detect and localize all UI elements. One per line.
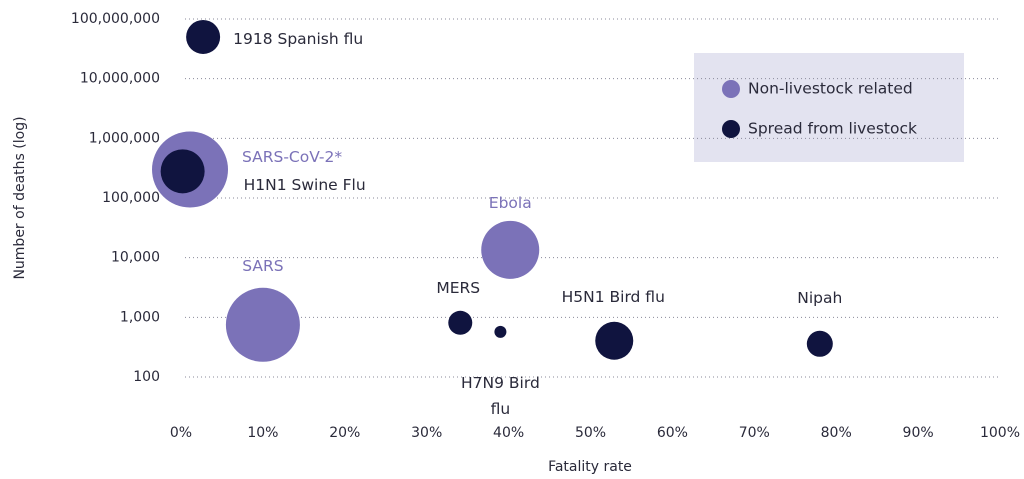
point-label: MERS — [436, 278, 481, 297]
point-label: H5N1 Bird flu — [561, 287, 665, 306]
bubble — [186, 19, 221, 54]
x-axis-title: Fatality rate — [548, 459, 632, 475]
point-label: H7N9 Bird flu — [461, 373, 540, 418]
legend-label: Non-livestock related — [748, 80, 913, 98]
x-tick-label: 80% — [821, 425, 852, 441]
bubble — [225, 287, 300, 362]
bubble — [481, 220, 540, 279]
point-label: SARS — [242, 256, 284, 275]
bubble — [595, 321, 634, 360]
legend-label: Spread from livestock — [748, 120, 917, 138]
legend-box — [694, 53, 964, 162]
x-tick-label: 90% — [903, 425, 934, 441]
x-tick-label: 60% — [657, 425, 688, 441]
y-tick-label: 1,000,000 — [89, 130, 160, 146]
y-tick-label: 10,000,000 — [80, 71, 160, 87]
x-tick-label: 30% — [411, 425, 442, 441]
legend-swatch — [722, 120, 740, 138]
x-tick-label: 0% — [170, 425, 192, 441]
y-tick-label: 1,000 — [120, 309, 160, 325]
point-label: Ebola — [488, 193, 532, 212]
y-tick-label: 100 — [133, 369, 160, 385]
bubble — [160, 149, 205, 194]
y-tick-label: 100,000 — [102, 190, 160, 206]
bubble — [494, 325, 507, 338]
bubble — [806, 330, 833, 357]
bubble — [448, 310, 473, 335]
x-tick-label: 70% — [739, 425, 770, 441]
x-tick-label: 100% — [980, 425, 1020, 441]
y-tick-label: 10,000 — [111, 250, 160, 266]
point-label: H1N1 Swine Flu — [243, 176, 366, 195]
y-tick-label: 100,000,000 — [71, 11, 160, 27]
legend-swatch — [722, 80, 740, 98]
point-label: Nipah — [797, 288, 843, 307]
x-tick-label: 50% — [575, 425, 606, 441]
x-tick-label: 20% — [329, 425, 360, 441]
x-tick-label: 10% — [247, 425, 278, 441]
point-label: 1918 Spanish flu — [233, 29, 364, 48]
x-tick-label: 40% — [493, 425, 524, 441]
point-label: SARS-CoV-2* — [242, 147, 343, 166]
y-axis-title: Number of deaths (log) — [12, 116, 28, 279]
